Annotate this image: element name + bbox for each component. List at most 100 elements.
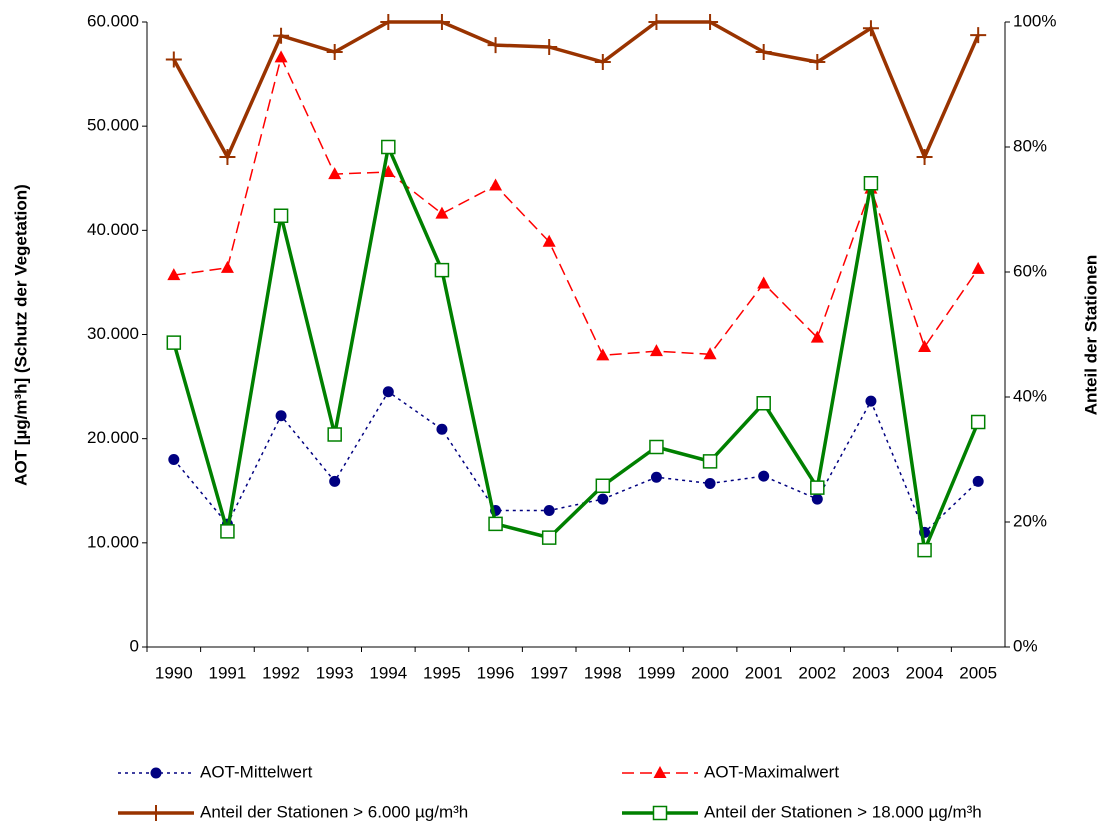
point <box>220 524 235 539</box>
x-tick-label: 1993 <box>316 663 354 682</box>
point <box>542 234 556 247</box>
point <box>595 478 611 493</box>
series-line <box>172 141 980 557</box>
point <box>327 427 342 442</box>
y2-tick-label: 0% <box>1013 636 1038 655</box>
point <box>381 139 396 155</box>
y2-axis-label: Anteil der Stationen <box>1081 255 1100 416</box>
point <box>863 176 879 191</box>
point <box>918 340 932 352</box>
series-line <box>172 20 980 162</box>
point <box>434 262 450 278</box>
y2-tick-label: 20% <box>1013 511 1047 530</box>
x-tick-label: 1995 <box>423 663 461 682</box>
x-tick-label: 1998 <box>584 663 622 682</box>
point <box>758 470 770 482</box>
legend-marker <box>148 805 164 821</box>
legend-label: Anteil der Stationen > 6.000 µg/m³h <box>200 802 468 821</box>
x-tick-label: 2000 <box>691 663 729 682</box>
x-tick-label: 1996 <box>477 663 515 682</box>
y-tick-label: 10.000 <box>87 532 139 551</box>
point <box>487 37 504 54</box>
point <box>596 348 610 361</box>
point <box>597 493 609 505</box>
point <box>704 477 716 489</box>
point <box>326 44 343 60</box>
point <box>166 335 182 350</box>
x-tick-label: 2003 <box>852 663 890 682</box>
point <box>755 44 772 60</box>
point <box>433 14 450 30</box>
x-tick-label: 1990 <box>155 663 193 682</box>
y2-tick-label: 100% <box>1013 11 1056 30</box>
point <box>970 27 987 44</box>
legend-marker <box>653 766 667 778</box>
point <box>649 439 664 455</box>
y-axis-label: AOT [µg/m³h] (Schutz der Vegetation) <box>11 184 30 486</box>
point <box>380 14 397 30</box>
point <box>917 542 932 558</box>
point <box>757 276 771 289</box>
point <box>219 149 236 165</box>
x-tick-label: 2005 <box>959 663 997 682</box>
y-tick-label: 60.000 <box>87 11 139 30</box>
legend-label: AOT-Maximalwert <box>704 762 839 781</box>
y2-tick-label: 40% <box>1013 386 1047 405</box>
point <box>220 260 234 273</box>
point <box>811 493 823 505</box>
point <box>971 261 985 274</box>
point <box>275 410 287 422</box>
legend-label: Anteil der Stationen > 18.000 µg/m³h <box>704 802 982 821</box>
point <box>436 423 448 435</box>
point <box>273 27 290 44</box>
y-tick-label: 50.000 <box>87 116 139 135</box>
y2-tick-label: 60% <box>1013 261 1047 280</box>
y-tick-label: 40.000 <box>87 220 139 239</box>
point <box>865 395 877 407</box>
point <box>541 39 558 55</box>
point <box>167 268 181 281</box>
point <box>648 14 665 30</box>
x-tick-label: 1999 <box>638 663 676 682</box>
point <box>702 14 719 30</box>
point <box>649 344 663 357</box>
point <box>274 50 288 63</box>
x-tick-label: 1997 <box>530 663 568 682</box>
point <box>809 54 826 70</box>
legend-marker <box>652 805 668 821</box>
series-line <box>173 55 979 357</box>
x-tick-label: 2001 <box>745 663 783 682</box>
y-tick-label: 30.000 <box>87 324 139 343</box>
y2-tick-label: 80% <box>1013 136 1047 155</box>
point <box>489 178 503 191</box>
x-tick-label: 1991 <box>209 663 247 682</box>
point <box>594 54 611 70</box>
point <box>862 20 879 37</box>
x-tick-label: 1992 <box>262 663 300 682</box>
point <box>165 51 182 68</box>
point <box>488 516 503 532</box>
point <box>810 480 825 495</box>
point <box>382 386 394 398</box>
point <box>972 475 984 487</box>
x-tick-label: 1994 <box>369 663 407 682</box>
point <box>650 471 662 483</box>
legend-marker <box>150 767 162 779</box>
point <box>703 347 717 360</box>
y-tick-label: 0 <box>130 636 139 655</box>
point <box>435 206 449 219</box>
point <box>168 454 180 465</box>
point <box>329 475 341 487</box>
point <box>702 454 718 469</box>
x-tick-label: 2002 <box>798 663 836 682</box>
point <box>810 330 824 343</box>
point <box>541 530 557 545</box>
legend-label: AOT-Mittelwert <box>200 762 313 781</box>
point <box>543 505 555 517</box>
point <box>273 208 289 223</box>
point <box>756 396 771 411</box>
y-tick-label: 20.000 <box>87 428 139 447</box>
series-line <box>173 390 979 534</box>
x-tick-label: 2004 <box>906 663 944 682</box>
